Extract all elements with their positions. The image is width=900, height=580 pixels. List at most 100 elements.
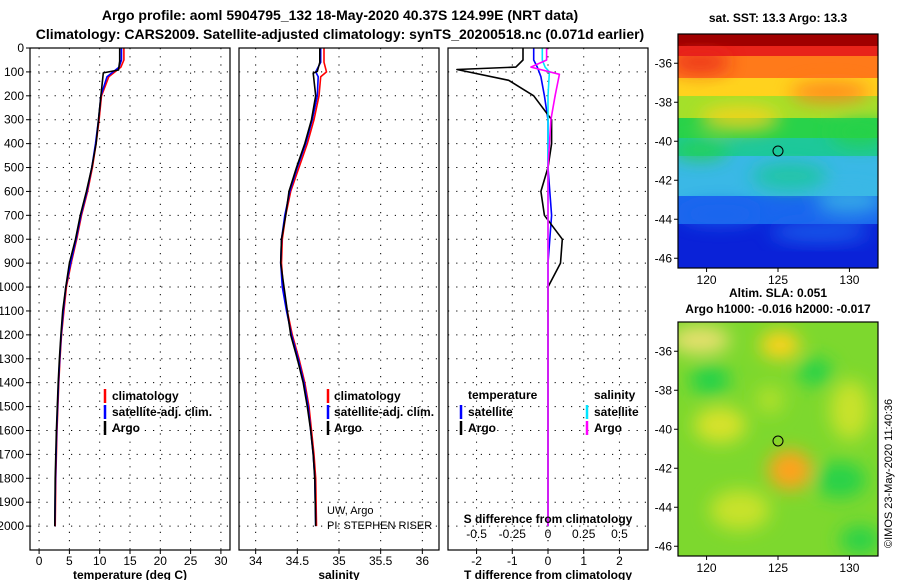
altimetry-float-marker [772, 435, 784, 447]
map-x-tick-label: 120 [697, 273, 717, 287]
x-tick-label: 2 [616, 554, 623, 568]
t-difference-x-ticks: -2 -1 0 1 2 [471, 550, 623, 568]
series-line-s-argo [530, 48, 561, 527]
series-line-argo [54, 48, 121, 527]
sst-float-marker [772, 145, 784, 157]
salinity-xlabel: salinity [318, 568, 360, 580]
map-y-tick-label: -38 [655, 383, 673, 397]
depth-tick-label: 100 [4, 65, 24, 79]
temperature-lines [54, 48, 125, 527]
depth-tick-label: 2000 [0, 519, 24, 533]
depth-tick-label: 700 [4, 208, 24, 222]
legend-label-s-argo: Argo [594, 421, 622, 435]
legend-label-satellite: satellite-adj. clim. [112, 405, 212, 419]
imos-watermark: ©IMOS 23-May-2020 11:40:36 [883, 399, 895, 548]
map-y-tick-label: -40 [655, 134, 673, 148]
salinity-legend: climatology satellite-adj. clim. Argo [326, 389, 434, 435]
s-difference-ticks: -0.5 -0.25 0 0.25 0.5 [466, 527, 628, 541]
x-tick-label: -1 [507, 554, 518, 568]
series-line-argo [279, 48, 321, 527]
x-tick-label: 25 [184, 554, 198, 568]
difference-panel: -2 -1 0 1 2 -0.5 -0.25 0 0.25 0.5 T difference f… [447, 47, 649, 580]
x-tick-label: 0 [545, 554, 552, 568]
depth-tick-label: 200 [4, 89, 24, 103]
difference-frame [447, 47, 649, 551]
map-y-tick-label: -42 [655, 173, 673, 187]
x-tick-label: 20 [154, 554, 168, 568]
x-tick-label: 0 [36, 554, 43, 568]
s-diff-tick-label: 0.25 [572, 527, 596, 541]
depth-tick-label: 400 [4, 137, 24, 151]
legend-label-t-argo: Argo [468, 421, 496, 435]
x-tick-label: 30 [214, 554, 228, 568]
depth-tick-label: 1700 [0, 447, 24, 461]
credit-uw-argo: UW, Argo [327, 505, 373, 517]
legend-label-satellite: satellite-adj. clim. [334, 405, 434, 419]
temperature-xlabel: temperature (deg C) [73, 568, 187, 580]
depth-tick-label: 800 [4, 232, 24, 246]
map-y-tick-label: -36 [655, 56, 673, 70]
s-diff-tick-label: 0 [545, 527, 552, 541]
sst-map-ticks: 120 125 130 -36 -38 -40 -42 -44 -46 [655, 56, 860, 287]
s-diff-tick-label: 0.5 [611, 527, 628, 541]
x-tick-label: 35 [332, 554, 346, 568]
salinity-x-ticks: 34 34.5 35 35.5 36 [249, 550, 429, 568]
map-y-tick-label: -46 [655, 539, 673, 553]
sst-map: sat. SST: 13.3 Argo: 13.3 [655, 11, 879, 287]
depth-tick-label: 1600 [0, 423, 24, 437]
map-y-tick-label: -42 [655, 461, 673, 475]
temperature-grid [30, 47, 230, 550]
x-tick-label: 1 [580, 554, 587, 568]
x-tick-label: 35.5 [369, 554, 393, 568]
altimetry-map-ticks: 120 125 130 -36 -38 -40 -42 -44 -46 [655, 344, 860, 575]
difference-legend: temperature salinity satellite Argo sate… [459, 388, 639, 435]
sst-map-title: sat. SST: 13.3 Argo: 13.3 [709, 11, 848, 25]
altimetry-title: Altim. SLA: 0.051 [729, 286, 827, 300]
title-line-2: Climatology: CARS2009. Satellite-adjuste… [36, 26, 644, 42]
map-y-tick-label: -44 [655, 500, 673, 514]
map-y-tick-label: -40 [655, 422, 673, 436]
sst-field [678, 34, 878, 268]
altimetry-map: Altim. SLA: 0.051 Argo h1000: -0.016 h20… [655, 286, 879, 575]
x-tick-label: 15 [123, 554, 137, 568]
legend-header-temperature: temperature [468, 388, 538, 402]
depth-tick-label: 0 [17, 41, 24, 55]
s-diff-tick-label: -0.5 [466, 527, 487, 541]
difference-lines [456, 48, 564, 527]
legend-label-climatology: climatology [112, 389, 179, 403]
depth-tick-label: 1300 [0, 352, 24, 366]
series-line-t-satellite [532, 48, 553, 527]
map-y-tick-label: -36 [655, 344, 673, 358]
s-difference-label: S difference from climatology [464, 512, 633, 526]
depth-tick-label: 500 [4, 161, 24, 175]
altimetry-subtitle: Argo h1000: -0.016 h2000: -0.017 [685, 302, 871, 316]
map-y-tick-label: -38 [655, 95, 673, 109]
temperature-x-ticks: 0 5 10 15 20 25 30 [36, 550, 228, 568]
map-x-tick-label: 125 [768, 561, 788, 575]
title-line-1: Argo profile: aoml 5904795_132 18-May-20… [102, 7, 578, 23]
x-tick-label: 5 [66, 554, 73, 568]
map-x-tick-label: 125 [768, 273, 788, 287]
map-y-tick-label: -44 [655, 212, 673, 226]
salinity-grid [239, 47, 439, 550]
depth-tick-label: 900 [4, 256, 24, 270]
altimetry-field [678, 322, 878, 556]
depth-tick-label: 1500 [0, 400, 24, 414]
depth-tick-label: 1000 [0, 280, 24, 294]
salinity-frame [238, 47, 440, 551]
x-tick-label: 10 [93, 554, 107, 568]
map-y-tick-label: -46 [655, 251, 673, 265]
legend-label-argo: Argo [112, 421, 140, 435]
depth-tick-label: 1400 [0, 376, 24, 390]
depth-tick-label: 300 [4, 113, 24, 127]
legend-label-argo: Argo [334, 421, 362, 435]
legend-header-salinity: salinity [594, 388, 636, 402]
depth-axis: 0 100 200 300 400 500 600 700 800 900 1000 1100 1200… [0, 41, 30, 533]
x-tick-label: 34.5 [286, 554, 310, 568]
depth-tick-label: 1900 [0, 495, 24, 509]
depth-tick-label: 1100 [0, 304, 24, 318]
x-tick-label: -2 [471, 554, 482, 568]
map-x-tick-label: 120 [697, 561, 717, 575]
legend-label-t-satellite: satellite [468, 405, 513, 419]
